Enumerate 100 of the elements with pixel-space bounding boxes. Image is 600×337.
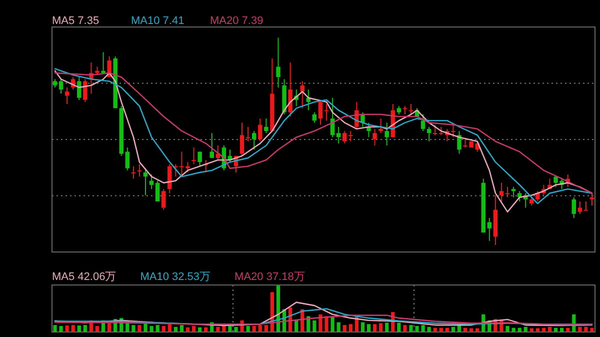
candlestick	[433, 124, 438, 136]
candlestick	[517, 190, 522, 202]
bar	[536, 328, 540, 332]
bar	[360, 322, 365, 332]
candlestick	[143, 168, 148, 196]
candlestick	[348, 130, 353, 142]
bar	[463, 328, 468, 332]
candlestick	[499, 182, 504, 202]
text: MA10 32.53万	[140, 271, 211, 283]
candlestick	[342, 130, 347, 144]
candlestick	[264, 118, 268, 134]
text: MA10 7.41	[131, 15, 184, 27]
bar	[566, 328, 570, 332]
candlestick	[511, 186, 516, 198]
candlestick	[258, 118, 262, 142]
bar	[409, 325, 413, 332]
bar	[216, 326, 220, 332]
bar	[584, 326, 588, 332]
bar	[590, 328, 594, 332]
bar	[433, 328, 437, 332]
bar	[228, 326, 232, 332]
candlestick	[101, 52, 106, 74]
candlestick	[288, 62, 292, 117]
bar	[77, 326, 81, 332]
bar	[524, 326, 528, 332]
bar	[186, 327, 190, 332]
bar	[132, 325, 136, 332]
bar	[372, 324, 377, 332]
candlestick	[408, 104, 414, 115]
candlestick	[372, 128, 377, 146]
candlestick	[198, 151, 202, 167]
text: MA5 7.35	[52, 15, 100, 27]
candlestick	[64, 86, 70, 105]
candlestick	[58, 78, 64, 94]
candlestick	[192, 147, 196, 165]
candlestick	[131, 166, 136, 180]
candlestick	[505, 186, 510, 198]
candlestick	[252, 130, 256, 150]
bar	[162, 326, 166, 332]
bar	[258, 325, 262, 332]
bar	[306, 316, 310, 332]
bar	[506, 326, 510, 332]
bar	[252, 326, 256, 332]
bar	[53, 325, 57, 332]
bar	[312, 320, 316, 332]
bar	[421, 325, 425, 332]
bar	[246, 326, 250, 332]
bar	[451, 326, 456, 332]
bar	[168, 324, 172, 332]
bar	[174, 326, 178, 332]
candlestick	[572, 196, 576, 219]
candlestick	[324, 104, 329, 122]
candlestick	[83, 78, 88, 102]
bar	[385, 322, 389, 332]
bar	[415, 326, 419, 332]
candlestick	[210, 132, 214, 158]
bar	[427, 326, 431, 332]
candlestick	[246, 126, 250, 142]
bar	[476, 328, 480, 332]
bar	[330, 317, 334, 332]
candlestick	[584, 200, 588, 211]
bar	[518, 328, 522, 332]
candlestick	[168, 164, 172, 194]
bar	[554, 328, 558, 332]
bar	[397, 322, 401, 332]
bar	[336, 322, 340, 332]
text: MA20 7.39	[210, 15, 264, 27]
bar	[348, 324, 352, 332]
candlestick	[276, 37, 280, 88]
bar	[204, 327, 208, 332]
candlestick	[162, 188, 166, 210]
candlestick	[420, 114, 426, 132]
candlestick	[125, 147, 130, 171]
candlestick	[318, 99, 323, 126]
candlestick	[149, 174, 154, 190]
bar	[470, 328, 474, 332]
bar	[439, 328, 443, 332]
candlestick	[384, 122, 389, 146]
candlestick	[402, 106, 408, 115]
bar	[445, 328, 449, 332]
candlestick	[77, 76, 82, 100]
bar	[578, 326, 582, 332]
candlestick	[578, 200, 582, 214]
bar	[403, 325, 407, 332]
bar	[198, 327, 202, 332]
bar	[83, 325, 87, 332]
candlestick	[137, 164, 142, 178]
bar	[560, 328, 564, 332]
bar	[234, 326, 238, 332]
candlestick	[457, 130, 462, 154]
bar	[530, 328, 534, 332]
bar	[150, 326, 154, 332]
bar	[324, 316, 328, 332]
candlestick	[300, 80, 304, 109]
bar	[222, 326, 226, 332]
candlestick	[378, 118, 383, 134]
text: MA20 37.18万	[234, 271, 305, 283]
bar	[379, 323, 383, 332]
candlestick	[312, 112, 317, 124]
bar	[65, 326, 69, 332]
